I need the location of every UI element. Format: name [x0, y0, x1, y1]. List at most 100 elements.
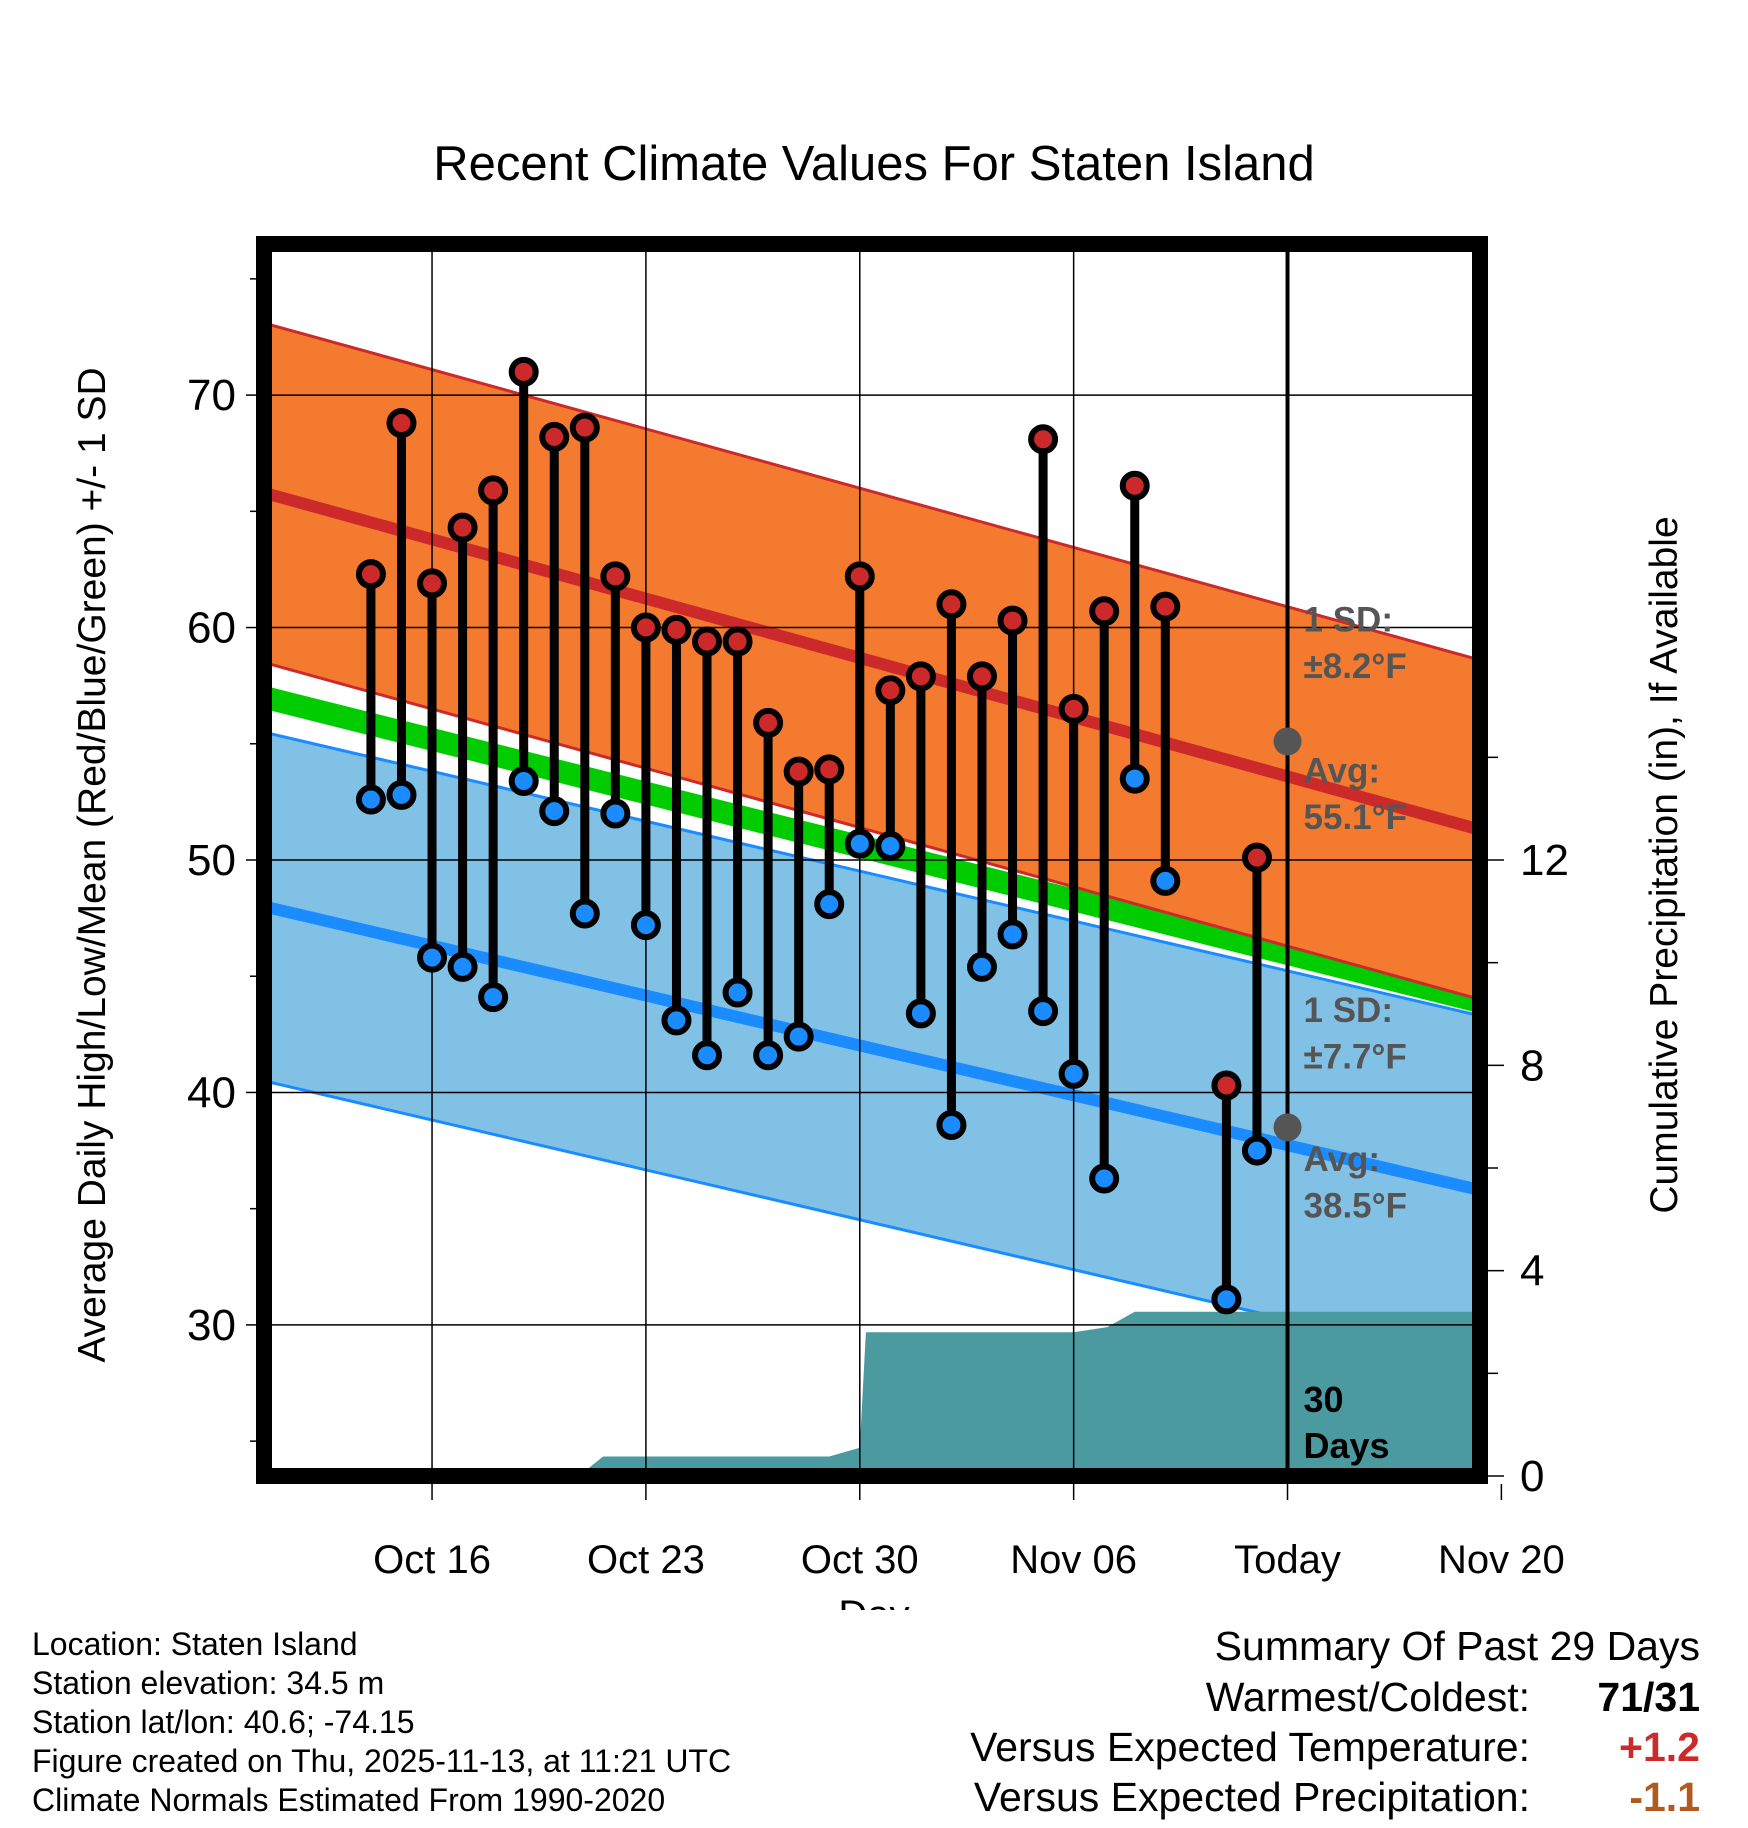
daily-low-point — [936, 1109, 967, 1140]
temp-departure-value: +1.2 — [1619, 1724, 1700, 1770]
precip-area — [264, 1311, 1480, 1476]
daily-low-point — [478, 982, 509, 1013]
daily-high-point — [508, 356, 539, 387]
y-axis-label-left: Average Daily High/Low/Mean (Red/Blue/Gr… — [71, 367, 114, 1362]
daily-high-point — [1211, 1070, 1242, 1101]
plot-clip-group: 1 SD: ±8.2°F Avg: 55.1°F 1 SD: ±7.7°F Avg: 38.5… — [264, 244, 1480, 1476]
daily-low-point — [814, 889, 845, 920]
daily-high-point — [447, 512, 478, 543]
daily-high-point — [1241, 842, 1272, 873]
daily-high-point — [1058, 693, 1089, 724]
x-tick-label: Oct 23 — [587, 1538, 705, 1582]
daily-high-point — [1119, 470, 1150, 501]
daily-low-point — [875, 831, 906, 862]
daily-low-point — [630, 910, 661, 941]
period-label-line1: 30 — [1304, 1379, 1344, 1420]
daily-high-point — [905, 661, 936, 692]
high-sd-label: 1 SD: — [1304, 601, 1393, 640]
daily-high-point — [783, 756, 814, 787]
daily-high-point — [814, 754, 845, 785]
daily-low-point — [539, 796, 570, 827]
figure-created: Figure created on Thu, 2025-11-13, at 11… — [32, 1743, 732, 1779]
today-high-avg-marker — [1273, 727, 1302, 756]
x-tick-label: Nov 06 — [1010, 1538, 1137, 1582]
daily-high-point — [1089, 596, 1120, 627]
daily-low-point — [1241, 1135, 1272, 1166]
daily-high-point — [936, 589, 967, 620]
summary-panel: Summary Of Past 29 Days Warmest/Coldest:… — [900, 1620, 1700, 1822]
precip-tick-label: 4 — [1520, 1247, 1544, 1296]
daily-low-point — [905, 998, 936, 1029]
daily-low-point — [508, 765, 539, 796]
daily-high-point — [1150, 591, 1181, 622]
station-info: Location: Staten Island Station elevatio… — [32, 1625, 852, 1820]
daily-low-point — [844, 828, 875, 859]
daily-high-point — [630, 612, 661, 643]
y-tick-label: 70 — [187, 371, 236, 420]
daily-low-point — [1028, 996, 1059, 1027]
daily-high-point — [997, 605, 1028, 636]
high-avg-label: Avg: — [1304, 752, 1380, 791]
x-tick-label: Nov 20 — [1438, 1538, 1565, 1582]
y-tick-label: 30 — [187, 1301, 236, 1350]
daily-low-point — [386, 779, 417, 810]
low-sd-value: ±7.7°F — [1304, 1038, 1407, 1077]
daily-low-point — [692, 1040, 723, 1071]
summary-row-warmest: Warmest/Coldest: 71/31 — [900, 1672, 1700, 1722]
daily-high-point — [875, 675, 906, 706]
precip-departure-label: Versus Expected Precipitation: — [973, 1774, 1530, 1820]
daily-high-point — [661, 614, 692, 645]
summary-row-temp: Versus Expected Temperature: +1.2 — [900, 1722, 1700, 1772]
x-axis-label: Day — [838, 1593, 909, 1610]
precip-tick-label: 12 — [1520, 836, 1569, 885]
daily-high-point — [569, 412, 600, 443]
daily-low-point — [1211, 1284, 1242, 1315]
precip-departure-value: -1.1 — [1629, 1774, 1700, 1820]
daily-low-point — [1058, 1058, 1089, 1089]
daily-high-point — [478, 475, 509, 506]
daily-high-point — [692, 626, 723, 657]
daily-low-point — [722, 977, 753, 1008]
x-tick-label: Today — [1234, 1538, 1341, 1582]
x-tick-label: Oct 16 — [373, 1538, 491, 1582]
daily-low-point — [1150, 865, 1181, 896]
summary-title: Summary Of Past 29 Days — [1214, 1623, 1700, 1669]
y-axis-label-right: Cumulative Precipitation (in), If Availa… — [1643, 516, 1686, 1213]
precip-tick-label: 8 — [1520, 1041, 1544, 1090]
daily-high-point — [966, 661, 997, 692]
x-tick-label: Oct 30 — [801, 1538, 919, 1582]
daily-low-point — [417, 942, 448, 973]
daily-low-point — [661, 1005, 692, 1036]
temp-departure-label: Versus Expected Temperature: — [970, 1724, 1530, 1770]
daily-low-point — [447, 951, 478, 982]
daily-high-point — [355, 559, 386, 590]
normals-period: Climate Normals Estimated From 1990-2020 — [32, 1782, 666, 1818]
daily-low-point — [1119, 763, 1150, 794]
daily-high-point — [600, 561, 631, 592]
daily-low-point — [600, 798, 631, 829]
low-avg-label: Avg: — [1304, 1140, 1380, 1179]
y-tick-label: 40 — [187, 1068, 236, 1117]
period-label-line2: Days — [1304, 1425, 1390, 1466]
daily-low-point — [783, 1021, 814, 1052]
daily-high-point — [722, 626, 753, 657]
daily-low-point — [997, 919, 1028, 950]
high-sd-upper-line — [264, 321, 1480, 662]
daily-high-point — [539, 421, 570, 452]
y-tick-label: 50 — [187, 836, 236, 885]
daily-high-point — [844, 561, 875, 592]
daily-high-point — [1028, 424, 1059, 455]
low-avg-value: 38.5°F — [1304, 1186, 1408, 1225]
station-elevation: Station elevation: 34.5 m — [32, 1665, 385, 1701]
daily-high-point — [753, 707, 784, 738]
daily-low-point — [966, 951, 997, 982]
today-low-avg-marker — [1273, 1113, 1302, 1142]
daily-high-point — [417, 568, 448, 599]
daily-low-point — [1089, 1163, 1120, 1194]
warmest-coldest-label: Warmest/Coldest: — [1205, 1674, 1530, 1720]
warmest-coldest-value: 71/31 — [1597, 1674, 1700, 1720]
summary-row-precip: Versus Expected Precipitation: -1.1 — [900, 1772, 1700, 1822]
plot-area: 1 SD: ±8.2°F Avg: 55.1°F 1 SD: ±7.7°F Avg: 38.5… — [187, 236, 1569, 1582]
y-tick-label: 60 — [187, 604, 236, 653]
daily-low-point — [569, 898, 600, 929]
